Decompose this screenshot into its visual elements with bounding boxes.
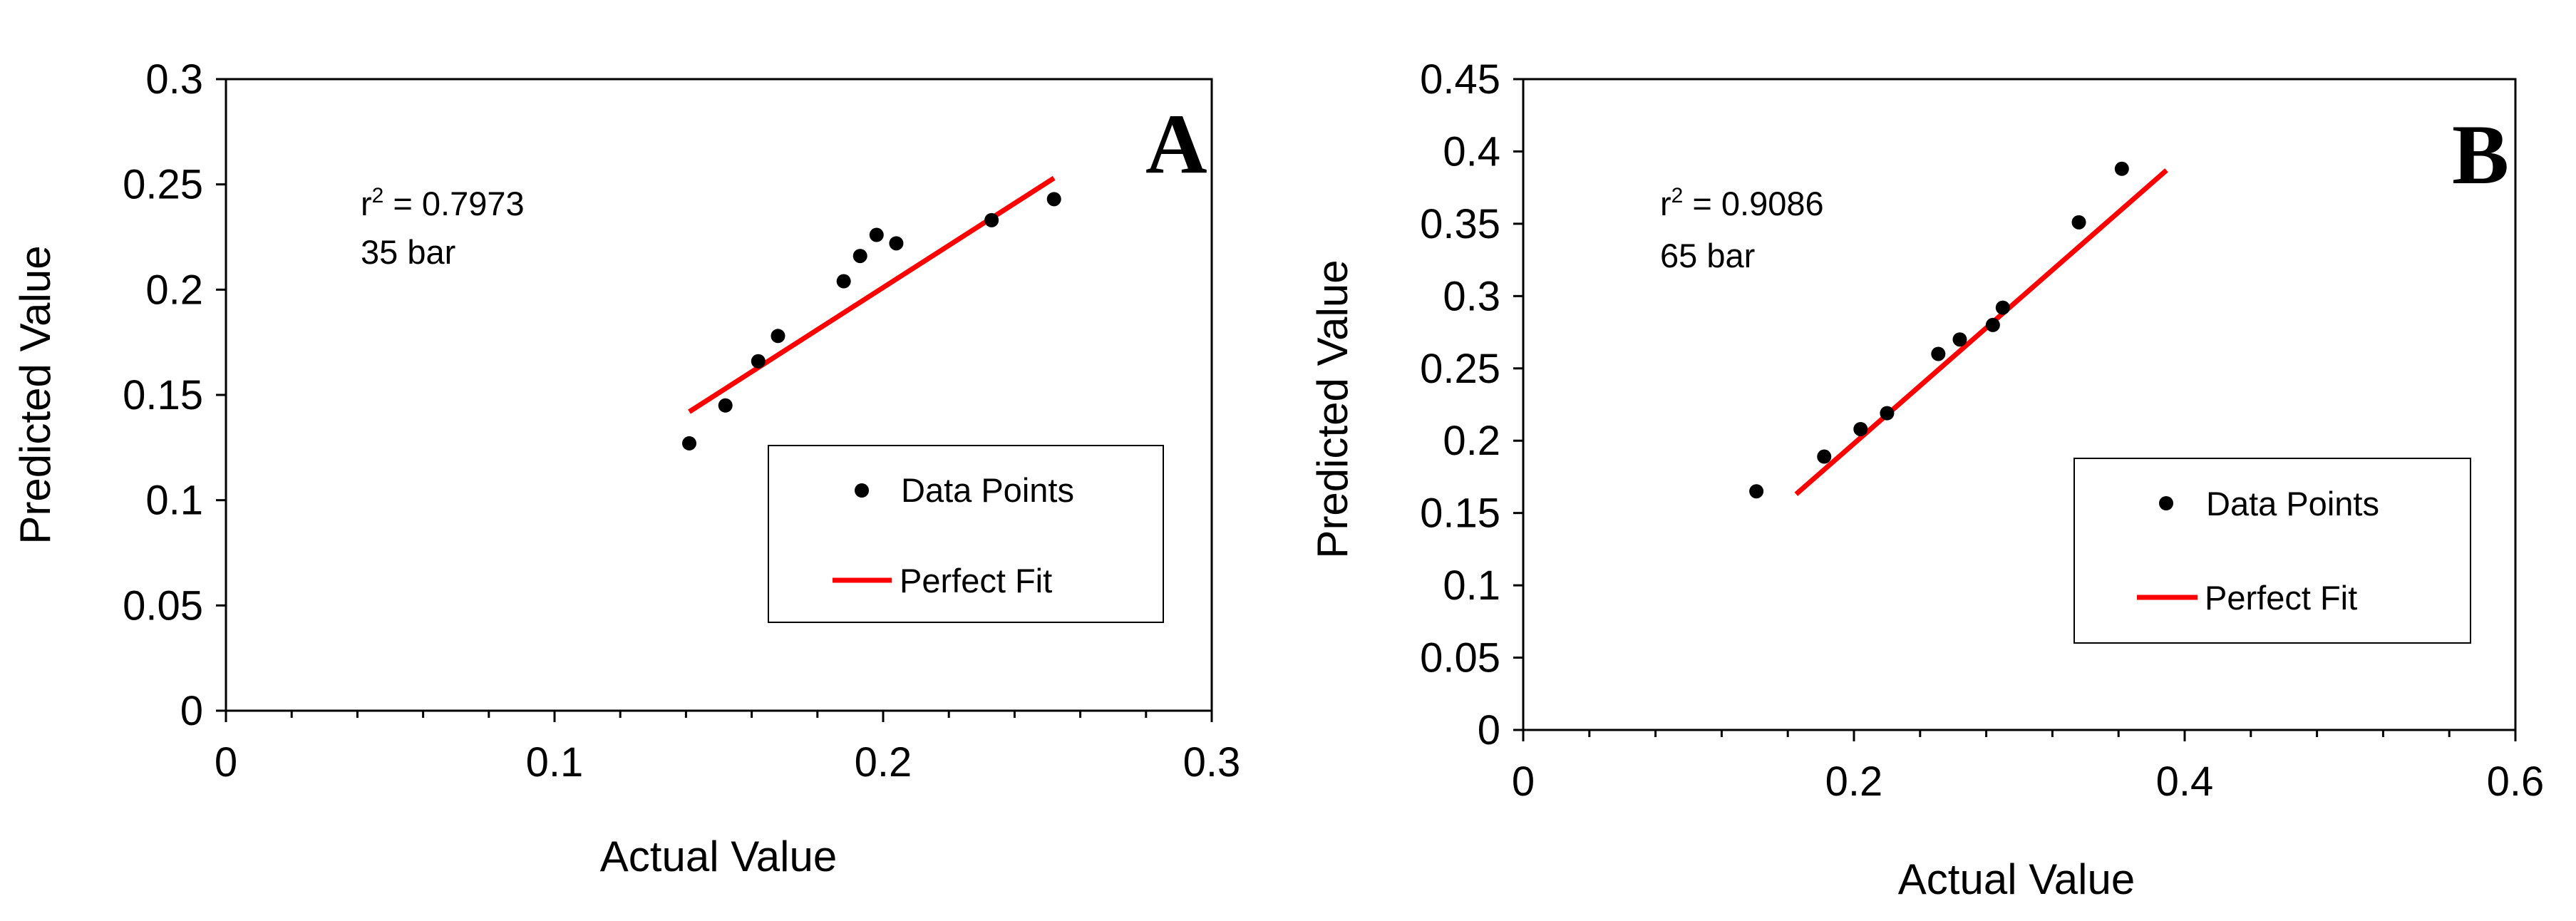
legend-data-points-label: Data Points [2206, 485, 2379, 523]
x-axis-label: Actual Value [1898, 855, 2135, 903]
y-tick-label: 0.35 [1420, 201, 1500, 247]
r-squared-value: = 0.9086 [1683, 185, 1823, 222]
y-tick-label: 0.4 [1443, 128, 1500, 175]
plot-area-frame [1522, 78, 2517, 731]
data-point [889, 236, 904, 251]
legend: Data Points Perfect Fit [768, 445, 1164, 623]
perfect-fit-line [1794, 168, 2168, 496]
y-tick-label: 0 [1478, 707, 1500, 753]
legend-data-points-label: Data Points [901, 471, 1074, 509]
data-point [1880, 406, 1895, 421]
chart-panel-a: 0 0.05 0.1 0.15 0.2 0.25 0.3 0 0.1 0.2 0.3 Predic… [11, 56, 1240, 880]
y-tick-label: 0.1 [1443, 562, 1500, 609]
panel-letter: B [2452, 107, 2509, 202]
y-tick-label: 0 [180, 688, 203, 734]
data-point [771, 329, 785, 344]
y-tick-label: 0.15 [123, 372, 203, 418]
data-point [1931, 346, 1946, 361]
x-axis-ticks: 0 0.2 0.4 0.6 [1512, 730, 2544, 805]
y-tick-label: 0.45 [1420, 56, 1500, 103]
x-tick-label: 0 [215, 739, 237, 786]
y-axis-ticks: 0 0.05 0.1 0.15 0.2 0.25 0.3 [123, 56, 226, 734]
data-point [852, 249, 867, 264]
legend: Data Points Perfect Fit [2073, 458, 2471, 644]
x-tick-label: 0.4 [2156, 758, 2214, 805]
r-squared-symbol: r [361, 185, 372, 222]
y-tick-label: 0.2 [145, 267, 203, 313]
x-tick-label: 0 [1512, 758, 1535, 805]
legend-perfect-fit-label: Perfect Fit [900, 562, 1052, 600]
data-point [1749, 484, 1764, 499]
r-squared-exponent: 2 [372, 184, 384, 207]
chart-marks [1749, 161, 2168, 499]
chart-marks [682, 175, 1061, 451]
data-point [2114, 161, 2129, 176]
panel-letter: A [1145, 96, 1207, 191]
x-axis-label: Actual Value [600, 833, 837, 880]
data-point [869, 227, 884, 242]
data-point [2071, 215, 2086, 230]
y-tick-label: 0.25 [123, 162, 203, 208]
chart-panel-b: 0 0.05 0.1 0.15 0.2 0.25 0.3 0.35 0.4 0.45 0 0.2 0.… [1309, 56, 2544, 903]
x-tick-label: 0.1 [526, 739, 584, 786]
legend-data-points-marker [2159, 496, 2173, 510]
y-axis-label: Predicted Value [1309, 259, 1356, 558]
y-axis-label: Predicted Value [11, 245, 59, 544]
data-point [984, 212, 999, 227]
y-tick-label: 0.05 [123, 582, 203, 629]
data-point [1995, 300, 2010, 315]
y-tick-label: 0.3 [1443, 273, 1500, 319]
legend-box [768, 445, 1164, 623]
legend-data-points-marker [855, 483, 869, 498]
y-tick-label: 0.3 [145, 56, 203, 103]
data-point [836, 274, 851, 289]
x-tick-label: 0.2 [1825, 758, 1883, 805]
x-tick-label: 0.6 [2487, 758, 2545, 805]
legend-box [2073, 458, 2471, 644]
y-tick-label: 0.25 [1420, 346, 1500, 392]
x-axis-ticks: 0 0.1 0.2 0.3 [215, 711, 1240, 786]
data-point [1046, 192, 1061, 207]
x-tick-label: 0.2 [855, 739, 912, 786]
data-point [751, 354, 766, 369]
pressure-condition-label: 65 bar [1660, 237, 1755, 274]
data-point [1853, 421, 1868, 436]
data-point [1952, 332, 1967, 347]
r-squared-annotation: r2 = 0.7973 [361, 184, 525, 222]
data-point [1985, 317, 2000, 332]
y-tick-label: 0.1 [145, 478, 203, 524]
y-tick-label: 0.05 [1420, 635, 1500, 681]
r-squared-value: = 0.7973 [383, 185, 524, 222]
x-tick-label: 0.3 [1183, 739, 1241, 786]
r-squared-symbol: r [1660, 185, 1671, 222]
r-squared-exponent: 2 [1671, 184, 1684, 207]
r-squared-annotation: r2 = 0.9086 [1660, 184, 1824, 222]
data-point [682, 436, 697, 451]
y-axis-ticks: 0 0.05 0.1 0.15 0.2 0.25 0.3 0.35 0.4 0.45 [1420, 56, 1523, 753]
data-point [718, 398, 733, 413]
y-tick-label: 0.2 [1443, 418, 1500, 464]
y-tick-label: 0.15 [1420, 490, 1500, 537]
data-point [1817, 449, 1832, 464]
legend-perfect-fit-label: Perfect Fit [2205, 579, 2357, 617]
perfect-fit-line [688, 175, 1056, 414]
pressure-condition-label: 35 bar [361, 233, 455, 271]
